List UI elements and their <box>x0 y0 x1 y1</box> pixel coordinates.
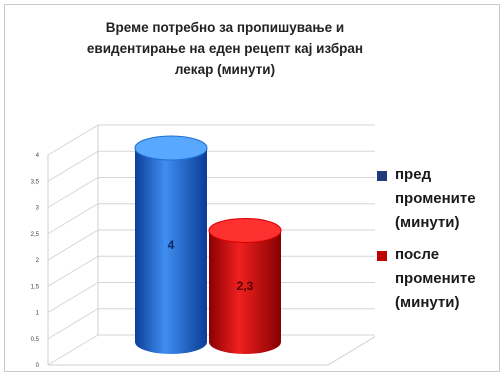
y-tick-label: 3 <box>36 206 40 212</box>
gridline <box>47 124 375 156</box>
y-tick-label: 2,5 <box>31 232 40 238</box>
y-tick-label: 4 <box>36 153 40 159</box>
chart-title: Време потребно за пропишување и евиденти… <box>75 17 375 80</box>
legend-text: промените <box>395 270 476 287</box>
legend-item-after: после промените (минути) <box>377 243 497 315</box>
y-tick-label: 2 <box>36 258 40 264</box>
legend-text: (минути) <box>395 214 460 231</box>
legend-item-before: пред промените (минути) <box>377 163 497 235</box>
title-line-2: евидентирање на еден рецепт кај избран <box>86 41 364 56</box>
bar-cylinder-top <box>208 217 282 243</box>
chart-frame: Време потребно за пропишување и евиденти… <box>4 4 500 372</box>
y-tick-label: 1 <box>36 311 40 317</box>
bars <box>134 135 282 354</box>
y-tick-label: 1,5 <box>31 284 40 290</box>
legend: пред промените (минути) после промените … <box>377 163 497 323</box>
bar-cylinder-top <box>134 135 208 161</box>
legend-text: пред <box>395 166 432 183</box>
legend-text: промените <box>395 190 476 207</box>
gridlines: 0 0,5 1 1,5 2 2,5 3 3,5 4 <box>31 124 375 369</box>
bar-data-label: 2,3 <box>237 279 254 293</box>
floor-edge <box>48 336 375 366</box>
title-line-1: Време потребно за пропишување и <box>105 20 345 35</box>
legend-swatch-after <box>377 251 387 261</box>
legend-swatch-before <box>377 171 387 181</box>
y-tick-label: 0 <box>36 363 40 369</box>
gridline <box>47 150 375 182</box>
gridline <box>47 177 375 208</box>
title-line-3: лекар (минути) <box>174 62 276 77</box>
bar-data-label: 4 <box>168 238 175 252</box>
bar-cylinder-body <box>209 230 281 354</box>
y-tick-label: 3,5 <box>31 179 40 185</box>
y-tick-label: 0,5 <box>31 337 40 343</box>
legend-text: после <box>395 246 440 263</box>
bar-cylinder-body <box>135 148 207 354</box>
chart-plot: 00,511,522,533,54 42,3 <box>31 124 375 369</box>
legend-text: (минути) <box>395 294 460 311</box>
data-labels: 42,3 <box>168 238 254 293</box>
